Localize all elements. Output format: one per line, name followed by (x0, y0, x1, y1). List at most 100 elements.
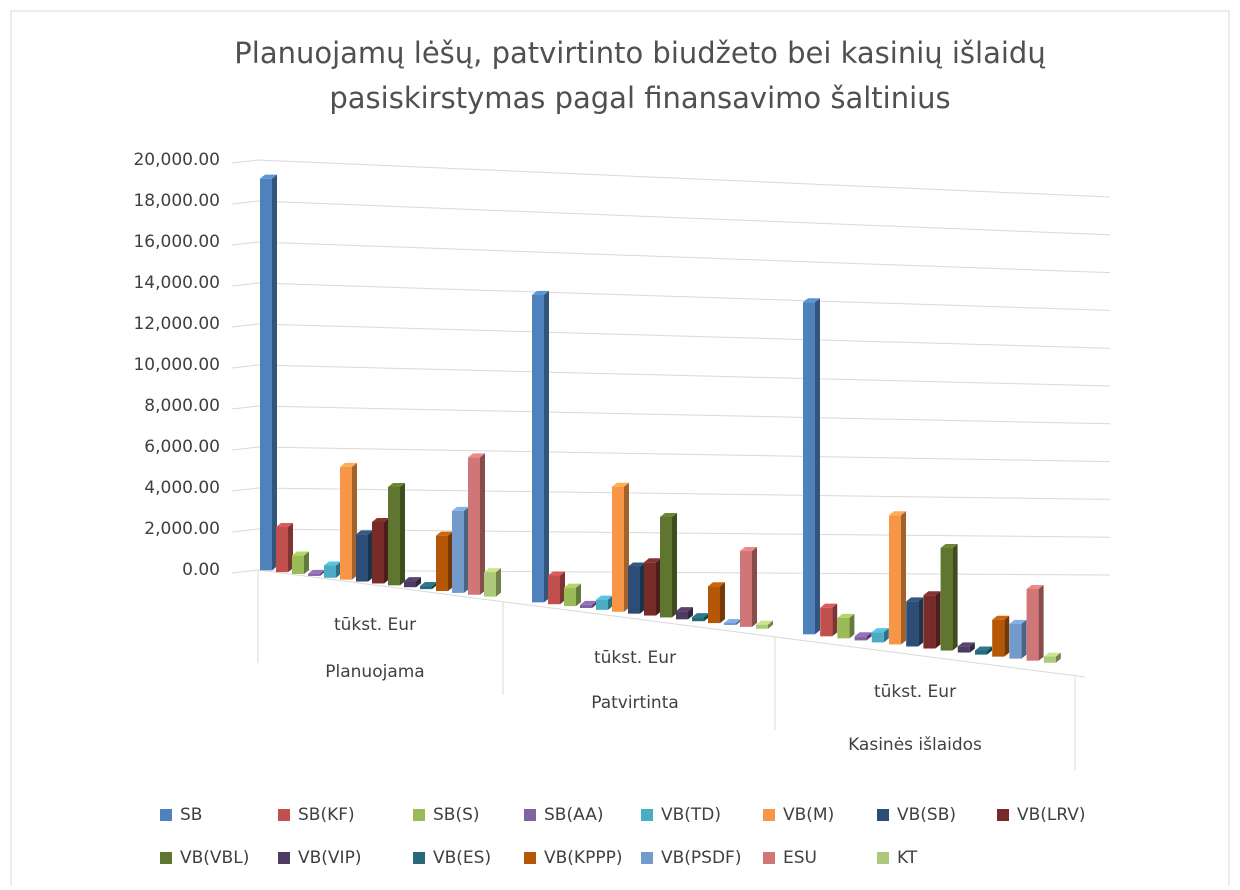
bar (676, 611, 688, 620)
bar-top (1009, 619, 1027, 624)
bar (660, 516, 672, 618)
bar-side (720, 582, 725, 624)
bar-side (883, 628, 889, 643)
y-tick-label: 6,000.00 (144, 437, 220, 457)
bar-side (640, 562, 645, 614)
bar-side (1004, 615, 1010, 657)
bar (889, 515, 901, 645)
category-label: Kasinės išlaidos (848, 735, 982, 755)
bar-side (384, 517, 389, 584)
bar-side (464, 506, 469, 593)
bar-side (832, 603, 838, 637)
grid-line (231, 364, 1111, 387)
bar-side (432, 582, 437, 590)
category-label: Planuojama (325, 662, 424, 682)
chart-frame (10, 10, 1230, 890)
bar (837, 617, 850, 639)
grid-line (231, 405, 1111, 425)
bar-top (940, 544, 958, 549)
y-tick-label: 4,000.00 (144, 478, 220, 498)
bar (803, 302, 815, 635)
bar-top (854, 632, 872, 637)
bar-top (436, 531, 453, 536)
bar-top (260, 174, 277, 179)
bar-side (688, 607, 693, 620)
bar-top (468, 453, 485, 458)
legend-swatch (524, 852, 536, 864)
axis-line (257, 569, 1086, 678)
bar (484, 572, 496, 597)
legend-label: VB(TD) (661, 805, 721, 825)
bar-top (923, 591, 941, 596)
bar-top (308, 569, 325, 574)
category-sub-label: tūkst. Eur (594, 648, 676, 668)
bar (420, 586, 432, 590)
bar (468, 457, 480, 595)
bar-top (871, 628, 889, 633)
bar-side (320, 569, 325, 576)
bar-side (592, 600, 597, 608)
category-label: Patvirtinta (591, 693, 679, 713)
bar-top (837, 613, 855, 618)
bar-side (918, 597, 924, 647)
bar (548, 575, 560, 605)
y-tick-label: 2,000.00 (144, 519, 220, 539)
bar-side (544, 290, 549, 603)
legend-swatch (413, 809, 425, 821)
bar-top (340, 462, 357, 467)
grid-line (231, 528, 1111, 538)
legend-label: ESU (783, 848, 817, 868)
bar-top (388, 482, 405, 487)
bar-top (628, 562, 645, 567)
bar-side (952, 544, 958, 651)
y-tick-label: 14,000.00 (133, 273, 220, 293)
bar-side (368, 530, 373, 582)
grid-line (231, 241, 1111, 274)
bar-side (987, 646, 992, 655)
bar (340, 466, 352, 580)
y-tick-label: 16,000.00 (133, 232, 220, 252)
bar (404, 581, 416, 588)
bar (452, 510, 464, 593)
bar (756, 624, 768, 629)
bar (532, 294, 544, 603)
bar-top (660, 512, 677, 517)
bar-side (400, 482, 405, 586)
bar-top (1026, 584, 1044, 589)
bar-top (532, 290, 549, 295)
legend-label: VB(SB) (897, 805, 956, 825)
bar (388, 486, 400, 586)
bar (923, 595, 936, 649)
bar-top (404, 577, 421, 582)
bar-top (292, 551, 309, 556)
grid-line (231, 323, 1111, 349)
y-tick-label: 18,000.00 (133, 191, 220, 211)
bar-top (484, 568, 501, 573)
bar-side (768, 620, 773, 629)
category-sub-label: tūkst. Eur (334, 615, 416, 635)
bar-top (548, 571, 565, 576)
bar-top (356, 530, 373, 535)
bar (356, 534, 368, 582)
legend-swatch (524, 809, 536, 821)
grid-line (231, 200, 1111, 236)
bar-side (1038, 584, 1044, 661)
legend-swatch (160, 809, 172, 821)
bar-top (803, 298, 820, 303)
bar-top (276, 523, 293, 528)
legend-label: SB(S) (433, 805, 480, 825)
bar-top (676, 607, 693, 612)
bar-side (849, 613, 855, 639)
bar (628, 566, 640, 614)
bar-top (580, 600, 597, 605)
bar-side (935, 591, 941, 649)
bar (308, 573, 320, 576)
bar (992, 619, 1005, 657)
bar-side (1021, 619, 1027, 659)
legend-swatch (877, 809, 889, 821)
bar-side (672, 512, 677, 618)
bar (740, 551, 752, 627)
legend-swatch (877, 852, 889, 864)
bar-side (448, 531, 453, 592)
bar-top (420, 582, 437, 587)
